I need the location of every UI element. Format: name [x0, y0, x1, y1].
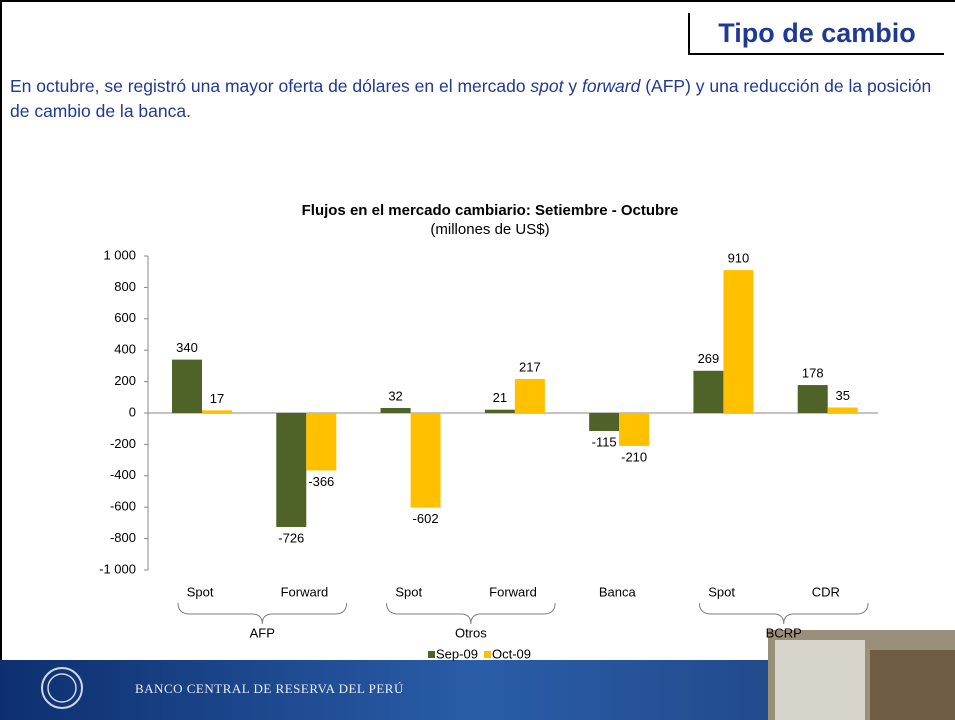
legend-label: Sep-09 [436, 646, 478, 661]
slide-title: Tipo de cambio [688, 13, 944, 55]
bar [589, 413, 620, 432]
bar [380, 407, 411, 413]
legend-swatch [428, 651, 435, 658]
logo-inner [47, 673, 77, 703]
bar [827, 407, 858, 413]
value-label: -210 [621, 449, 647, 464]
bar [276, 413, 307, 527]
bar [619, 413, 650, 446]
y-tick-label: -800 [110, 530, 136, 545]
group-label: Otros [455, 625, 487, 640]
y-tick-label: 0 [129, 404, 136, 419]
bar [306, 413, 337, 471]
left-border [0, 0, 2, 660]
x-tick-label: Spot [187, 584, 214, 599]
bar [514, 378, 545, 413]
legend-label: Oct-09 [492, 646, 531, 661]
bar [797, 385, 828, 413]
bar [484, 409, 515, 413]
legend-swatch [484, 651, 491, 658]
y-tick-label: -1 000 [99, 561, 136, 576]
text: En octubre, se registró una mayor oferta… [10, 76, 531, 96]
value-label: 35 [835, 388, 849, 403]
group-brace [698, 602, 869, 625]
bar [693, 370, 724, 413]
y-tick-label: 1 000 [103, 247, 136, 262]
bar [172, 359, 202, 413]
group-brace [386, 602, 556, 625]
x-tick-label: CDR [812, 584, 840, 599]
photo-detail [775, 640, 865, 720]
y-tick-label: -600 [110, 499, 136, 514]
group-brace [177, 602, 348, 625]
value-label: 178 [802, 365, 824, 380]
value-label: -115 [592, 434, 617, 449]
x-tick-label: Spot [708, 584, 735, 599]
value-label: -366 [308, 474, 334, 489]
value-label: -602 [413, 511, 439, 526]
value-label: 340 [176, 340, 198, 355]
text: y [563, 76, 582, 96]
y-tick-label: -400 [110, 467, 136, 482]
x-tick-label: Banca [599, 584, 637, 599]
bar [202, 410, 232, 413]
text: (AFP) y una reducción de la posición de … [10, 76, 932, 121]
logo [41, 667, 83, 709]
x-tick-label: Forward [489, 584, 537, 599]
value-label: 269 [698, 351, 720, 366]
y-tick-label: 400 [114, 342, 136, 357]
x-tick-label: Spot [395, 584, 422, 599]
group-label: AFP [250, 625, 275, 640]
value-label: 32 [388, 388, 402, 403]
chart-title: Flujos en el mercado cambiario: Setiembr… [302, 202, 679, 219]
top-border [0, 0, 955, 2]
bar [723, 270, 754, 413]
value-label: -726 [278, 530, 304, 545]
paragraph: En octubre, se registró una mayor oferta… [10, 74, 945, 124]
text: spot [530, 76, 564, 96]
photo-detail [870, 650, 955, 720]
value-label: 217 [519, 359, 541, 374]
bar [410, 413, 441, 508]
value-label: 17 [210, 391, 224, 406]
footer-text: BANCO CENTRAL DE RESERVA DEL PERÚ [135, 681, 404, 696]
y-tick-label: 600 [114, 310, 136, 325]
y-tick-label: 800 [114, 279, 136, 294]
y-tick-label: -200 [110, 436, 136, 451]
y-tick-label: 200 [114, 373, 136, 388]
x-tick-label: Forward [281, 584, 329, 599]
chart-subtitle: (millones de US$) [430, 221, 549, 238]
group-label: BCRP [766, 625, 802, 640]
value-label: 21 [493, 390, 507, 405]
value-label: 910 [728, 251, 750, 266]
text: forward [581, 76, 641, 96]
